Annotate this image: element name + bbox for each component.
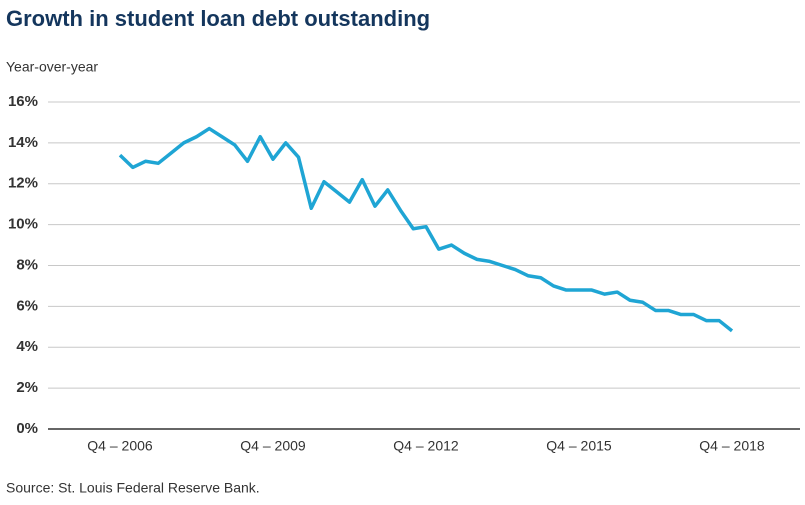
x-tick-label: Q4 – 2012 — [393, 438, 459, 454]
y-tick-label: 14% — [8, 134, 38, 151]
data-line — [118, 126, 734, 333]
y-tick-label: 4% — [16, 338, 38, 355]
y-tick-label: 2% — [16, 379, 38, 396]
y-axis-label: Year-over-year — [6, 59, 98, 75]
y-tick-label: 12% — [8, 175, 38, 192]
chart-title: Growth in student loan debt outstanding — [6, 6, 430, 31]
x-tick-label: Q4 – 2018 — [699, 438, 765, 454]
y-tick-label: 8% — [16, 256, 38, 273]
x-tick-label: Q4 – 2006 — [87, 438, 153, 454]
y-tick-label: 6% — [16, 297, 38, 314]
y-tick-label: 0% — [16, 420, 38, 437]
y-tick-label: 10% — [8, 216, 38, 233]
x-tick-label: Q4 – 2009 — [240, 438, 306, 454]
y-tick-label: 16% — [8, 93, 38, 110]
source: Source: St. Louis Federal Reserve Bank. — [6, 480, 260, 496]
x-tick-label: Q4 – 2015 — [546, 438, 612, 454]
